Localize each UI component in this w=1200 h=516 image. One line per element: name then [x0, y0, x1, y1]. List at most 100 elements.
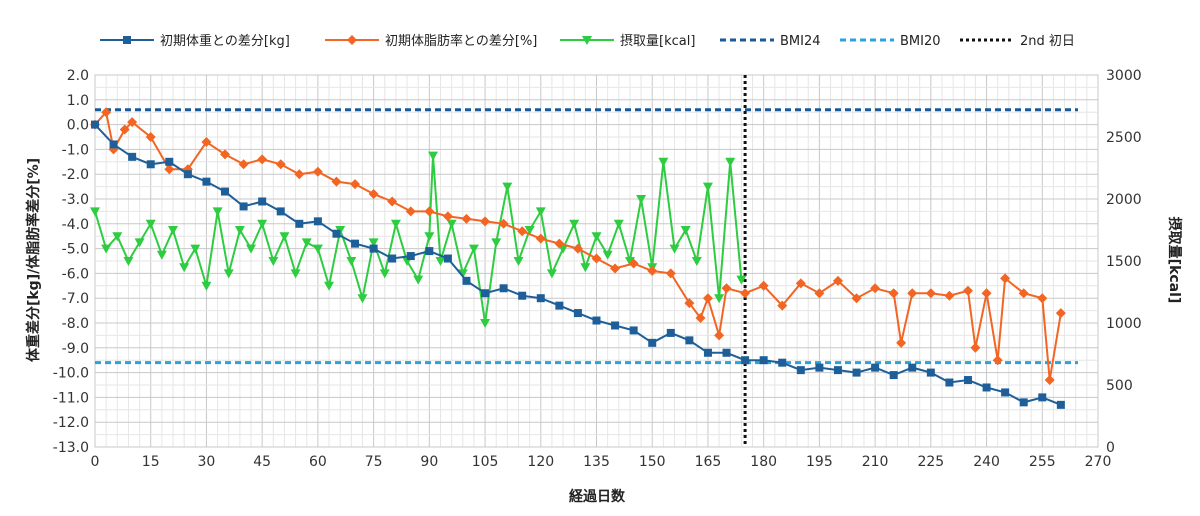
series-point [123, 36, 131, 44]
series-point [714, 294, 725, 304]
series-point [665, 268, 676, 279]
y-left-tick-label: -6.0 [62, 266, 89, 282]
y-right-tick-label: 2500 [1106, 130, 1142, 146]
series-point [268, 257, 279, 266]
series-point [759, 356, 768, 365]
series-point [368, 189, 379, 200]
series-point [573, 309, 582, 318]
series-point [629, 326, 638, 335]
series-point [480, 319, 491, 328]
series-point [572, 243, 583, 254]
series-point [201, 136, 212, 147]
y-left-tick-label: 1.0 [67, 93, 89, 109]
x-tick-label: 30 [198, 454, 216, 470]
y-left-tick-label: -4.0 [62, 217, 89, 233]
series-point [580, 263, 591, 273]
series-point [611, 321, 620, 330]
series-point [524, 226, 535, 235]
series-point [119, 124, 130, 135]
x-tick-label: 210 [862, 454, 889, 470]
series-point [406, 252, 415, 261]
series-point [457, 269, 468, 279]
legend-label: 摂取量[kcal] [620, 33, 695, 49]
series-point [703, 348, 712, 357]
series-point [332, 229, 341, 238]
x-tick-label: 135 [583, 454, 610, 470]
y-left-tick-label: -12.0 [53, 415, 89, 431]
series-point [480, 216, 491, 227]
series-point [518, 291, 527, 300]
series-point [777, 300, 788, 311]
series-point [636, 195, 647, 204]
series-point [290, 269, 301, 279]
series-2 [90, 151, 747, 328]
y-right-tick-label: 1000 [1106, 316, 1142, 332]
x-tick-label: 105 [472, 454, 499, 470]
series-point [331, 176, 342, 187]
series-point [347, 35, 357, 45]
series-point [628, 258, 639, 269]
series-point [324, 281, 335, 291]
series-point [257, 219, 268, 229]
series-point [970, 342, 981, 353]
series-point [513, 257, 524, 266]
series-point [1056, 400, 1065, 409]
legend-label: 2nd 初日 [1020, 34, 1075, 49]
series-point [379, 269, 390, 279]
series-point [91, 120, 99, 129]
series-point [896, 337, 907, 348]
series-point [179, 263, 190, 273]
series-point [357, 294, 368, 304]
x-tick-label: 195 [806, 454, 833, 470]
series-point [592, 316, 601, 325]
y-left-tick-label: 0.0 [67, 118, 89, 134]
series-point [246, 244, 257, 254]
y-left-tick-label: -10.0 [53, 366, 89, 382]
series-point [725, 157, 736, 167]
series-line [94, 155, 743, 324]
x-tick-label: 90 [420, 454, 438, 470]
series-point [591, 232, 602, 242]
series-point [907, 288, 918, 299]
series-point [134, 238, 145, 248]
series-group [90, 107, 1066, 409]
series-point [758, 280, 769, 291]
y-right-tick-label: 500 [1106, 378, 1133, 394]
series-point [685, 336, 694, 345]
series-point [301, 238, 312, 248]
series-point [442, 211, 453, 222]
series-point [313, 217, 322, 226]
series-point [424, 232, 435, 242]
legend-label: 初期体脂肪率との差分[%] [385, 33, 537, 49]
series-point [582, 36, 592, 45]
series-point [468, 244, 479, 254]
series-point [889, 371, 898, 380]
series-point [669, 244, 680, 254]
series-point [127, 117, 138, 128]
series-point [851, 293, 862, 304]
reference-lines [95, 75, 1078, 447]
series-point [238, 159, 249, 170]
series-point [536, 294, 545, 303]
series-point [680, 226, 691, 235]
x-tick-label: 255 [1029, 454, 1056, 470]
series-point [555, 301, 564, 310]
series-point [535, 207, 546, 217]
series-point [212, 207, 223, 217]
series-point [413, 275, 424, 285]
series-point [832, 275, 843, 286]
y-left-tick-label: -7.0 [62, 291, 89, 307]
series-point [613, 219, 624, 229]
series-point [346, 257, 357, 266]
series-point [624, 257, 635, 266]
series-point [165, 157, 174, 166]
series-point [736, 275, 747, 285]
series-point [90, 207, 100, 217]
series-point [446, 219, 457, 229]
axes: 0 15 30 45 60 75 90 105 120 135 150 165 180 195 210 225… [53, 68, 1142, 470]
series-point [870, 283, 881, 294]
legend-label: BMI20 [900, 34, 941, 49]
x-tick-label: 270 [1085, 454, 1112, 470]
series-point [491, 238, 502, 248]
series-point [101, 107, 112, 118]
